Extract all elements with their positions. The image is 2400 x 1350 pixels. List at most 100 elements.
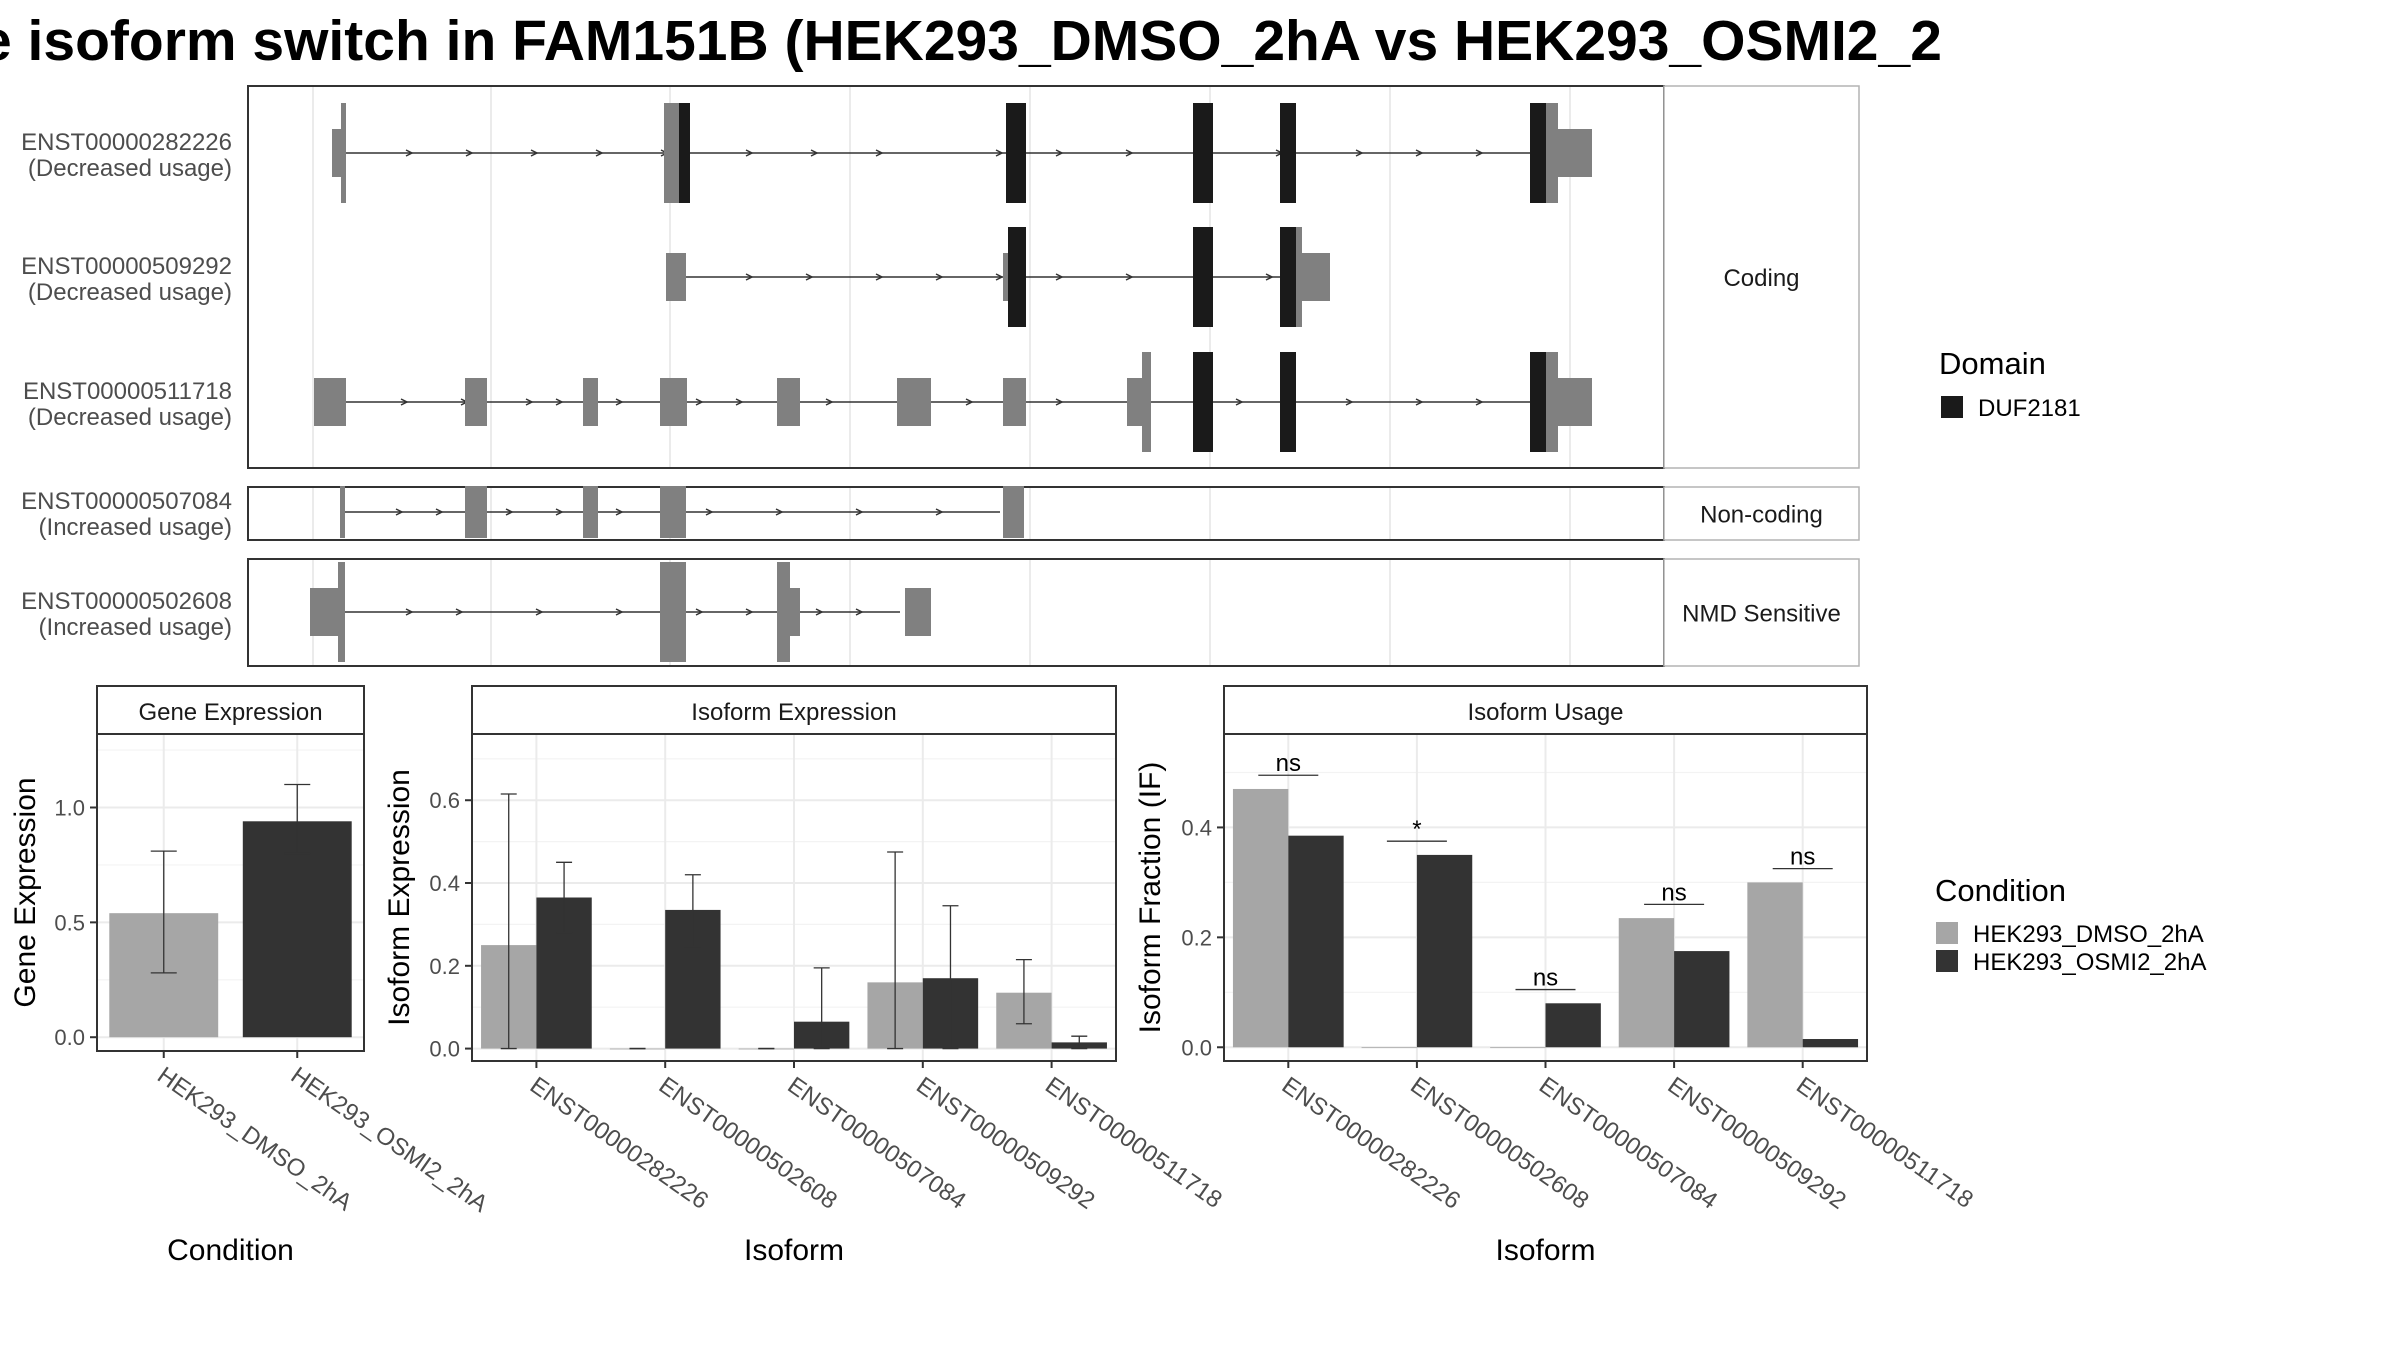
intron-arrow: [615, 608, 624, 616]
domain-block: [1193, 103, 1213, 203]
condition-legend-key-osmi2: [1936, 950, 1958, 972]
intron-arrow: [455, 608, 464, 616]
bar-HEK293_DMSO_2hA-ENST00000509292: [1618, 918, 1675, 1048]
exon-block: [666, 253, 686, 301]
exon-block: [1142, 352, 1151, 452]
intron-arrow: [1345, 398, 1354, 406]
intron-arrow: [1415, 149, 1424, 157]
domain-legend-title: Domain: [1939, 346, 2046, 381]
exon-block: [1556, 378, 1592, 426]
intron-arrow: [875, 273, 884, 281]
exon-block: [660, 378, 687, 426]
panel-title: Isoform Usage: [1467, 699, 1623, 726]
y-axis-title: Isoform Expression: [383, 769, 416, 1026]
figure-title: e isoform switch in FAM151B (HEK293_DMSO…: [0, 9, 1942, 73]
exon-block: [1003, 253, 1008, 301]
bar-HEK293_OSMI2_2hA-ENST00000282226: [1288, 835, 1344, 1048]
x-axis-title: Condition: [167, 1234, 294, 1267]
panel-strip: [471, 685, 1117, 735]
domain-block: [1280, 227, 1298, 327]
significance-label: ns: [1276, 750, 1301, 777]
y-tick-label: 1.0: [54, 796, 85, 821]
condition-legend-title: Condition: [1935, 873, 2066, 908]
transcript-ENST00000511718: [314, 352, 1592, 452]
intron-arrow: [435, 508, 444, 516]
intron-arrow: [615, 398, 624, 406]
intron-arrow: [935, 273, 944, 281]
exon-block: [785, 588, 800, 636]
exon-block: [1300, 253, 1330, 301]
bar-HEK293_DMSO_2hA-ENST00000282226: [1232, 788, 1289, 1048]
condition-legend-key-dmso: [1936, 922, 1958, 944]
transcript-ENST00000509292: [666, 227, 1330, 327]
y-tick-label: 0.0: [1181, 1035, 1212, 1060]
transcript-id-label: ENST00000507084: [21, 488, 232, 515]
intron-arrow: [855, 608, 864, 616]
transcript-structure-plot: Coding Non-coding NMD Sensitive ENST0000028…: [21, 85, 1860, 667]
intron-arrow: [530, 149, 539, 157]
intron-arrow: [1475, 149, 1484, 157]
intron-arrow: [745, 273, 754, 281]
condition-legend-label-osmi2: HEK293_OSMI2_2hA: [1973, 949, 2206, 976]
intron-arrow: [1055, 149, 1064, 157]
intron-arrow: [405, 149, 414, 157]
exon-block: [1546, 352, 1558, 452]
exon-block: [465, 486, 487, 538]
panel-strip: [96, 685, 365, 735]
intron-arrow: [465, 149, 474, 157]
y-tick-label: 0.4: [1181, 815, 1212, 840]
y-tick-label: 0.2: [1181, 925, 1212, 950]
exon-block: [583, 378, 598, 426]
facet-strip: [1663, 558, 1860, 667]
isoform-expression-chart: Isoform Expression0.00.20.40.6ENST000002…: [383, 685, 1227, 1267]
transcript-ENST00000282226: [332, 103, 1592, 203]
structure-panel-bg: [248, 487, 1664, 540]
transcript-id-label: ENST00000511718: [23, 378, 232, 405]
domain-block: [1530, 103, 1548, 203]
y-tick-label: 0.0: [429, 1037, 460, 1062]
transcript-usage-label: (Decreased usage): [28, 404, 232, 431]
intron-arrow: [535, 608, 544, 616]
intron-arrow: [615, 508, 624, 516]
intron-arrow: [995, 149, 1004, 157]
intron-arrow: [1415, 398, 1424, 406]
exon-block: [1556, 129, 1592, 177]
transcript-usage-label: (Increased usage): [39, 514, 232, 541]
intron-arrow: [505, 508, 514, 516]
intron-arrow: [810, 149, 819, 157]
x-axis-title: Isoform: [744, 1234, 844, 1267]
intron-arrow: [695, 608, 704, 616]
transcript-usage-label: (Decreased usage): [28, 279, 232, 306]
intron-arrow: [405, 608, 414, 616]
panel-title: Gene Expression: [138, 699, 322, 726]
intron-arrow: [1055, 273, 1064, 281]
panel-strip: [1223, 685, 1868, 735]
transcript-usage-label: (Increased usage): [39, 614, 232, 641]
intron-arrow: [825, 398, 834, 406]
intron-arrow: [745, 608, 754, 616]
exon-block: [341, 103, 346, 203]
bar-HEK293_OSMI2_2hA: [242, 821, 352, 1038]
bar-HEK293_DMSO_2hA-ENST00000507084: [1490, 1047, 1546, 1049]
significance-label: ns: [1661, 879, 1686, 906]
y-axis-title: Gene Expression: [9, 777, 42, 1007]
exon-block: [660, 562, 686, 662]
intron-arrow: [525, 398, 534, 406]
intron-arrow: [735, 398, 744, 406]
intron-arrow: [1265, 273, 1274, 281]
intron-arrow: [805, 273, 814, 281]
gene-expression-chart: Gene Expression0.00.51.0HEK293_DMSO_2hAH…: [9, 685, 493, 1267]
panel-title: Isoform Expression: [691, 699, 896, 726]
domain-legend-label: DUF2181: [1978, 395, 2081, 422]
domain-block: [1008, 227, 1026, 327]
transcript-ENST00000502608: [310, 562, 931, 662]
intron-arrow: [1355, 149, 1364, 157]
x-axis-title: Isoform: [1495, 1234, 1595, 1267]
intron-arrow: [400, 398, 409, 406]
domain-legend-key: [1941, 396, 1963, 418]
significance-label: *: [1412, 816, 1421, 843]
transcript-id-label: ENST00000502608: [21, 588, 232, 615]
intron-arrow: [705, 508, 714, 516]
